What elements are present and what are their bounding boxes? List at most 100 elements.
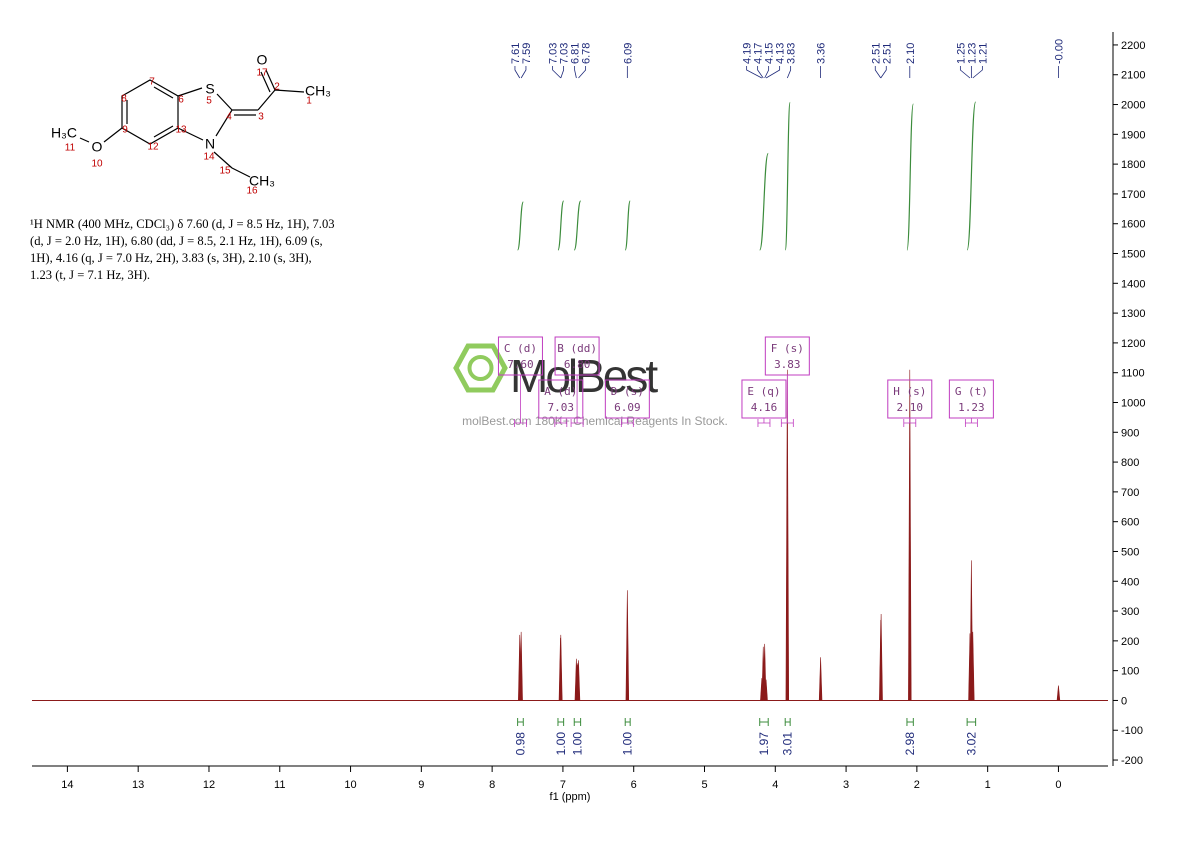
multiplet-shift: 7.60 [507,358,534,371]
y-tick-label: 800 [1121,457,1139,469]
integral-bracket [759,718,769,726]
x-tick-label: 1 [985,779,991,791]
peak-label: 2.51 [870,43,882,64]
multiplet-shift: 6.09 [614,401,641,414]
peak-label: 7.03 [548,43,560,64]
peak [971,631,975,701]
peak-connector [959,66,971,79]
peak-label: 6.81 [570,43,582,64]
peak-label: 1.25 [955,43,967,64]
peak-label: 7.61 [510,43,522,64]
bond [79,69,305,178]
atom: N [205,136,215,152]
atom: CH₃ [305,83,331,99]
integral-label: 1.00 [554,732,568,756]
x-tick-label: 14 [61,779,73,791]
y-tick-label: 0 [1121,695,1127,707]
multiplet-shift: 7.03 [548,401,575,414]
atom-number: 11 [65,143,76,154]
peak-label: 7.03 [559,43,571,64]
atom: O [257,52,268,68]
x-tick-label: 7 [560,779,566,791]
peak-label: 7.59 [521,43,533,64]
peak-connector [514,66,521,79]
peak-connector [764,66,770,79]
peak-connector [520,66,527,79]
x-tick-label: 13 [132,779,144,791]
atom: H₃C [51,125,77,141]
logo-text: MolBest [510,350,658,402]
peak-connector [552,66,562,79]
x-tick-label: 5 [701,779,707,791]
multiplet-shift: 2.10 [897,401,924,414]
atom-number: 9 [122,125,128,136]
peak-connector [578,66,587,79]
multiplet-shift: 3.83 [774,358,801,371]
x-axis-label: f1 (ppm) [550,791,591,803]
integral-bracket [573,718,582,726]
peak [764,679,768,701]
y-tick-label: 900 [1121,427,1139,439]
integral-curve [557,200,565,251]
x-tick-label: 6 [631,779,637,791]
integral-curve [906,103,914,251]
atom: CH₃ [249,173,275,189]
multiplet-name: D (s) [611,385,644,398]
multiplet-name: A (d) [544,385,577,398]
integral-label: 2.98 [903,732,917,756]
peak-label: 4.17 [753,43,765,64]
y-tick-label: 1000 [1121,397,1145,409]
multiplet-bracket [964,418,978,427]
multiplet-name: F (s) [771,342,804,355]
atom-number: 10 [91,159,103,170]
multiplet-name: B (dd) [557,342,597,355]
y-tick-label: 200 [1121,636,1139,648]
y-tick-label: -100 [1121,725,1143,737]
peak-connector [746,66,763,79]
y-tick-label: 1800 [1121,159,1145,171]
atom-number: 2 [274,82,280,93]
multiplet-bracket [780,375,794,427]
y-tick-label: 400 [1121,576,1139,588]
multiplet-bracket [570,375,584,427]
nmr-description: ¹H NMR (400 MHz, CDCl₃) δ 7.60 (d, J = 8… [30,217,335,282]
y-tick-label: 300 [1121,606,1139,618]
integral-curve [517,201,524,251]
y-tick-label: 600 [1121,517,1139,529]
atom-number: 8 [121,94,127,105]
watermark: MolBest molBest.com 180K+ Chemical Reage… [453,343,728,428]
peak-connector [880,66,887,79]
peak-connector [874,66,882,79]
y-tick-label: 1400 [1121,278,1145,290]
atom-number: 4 [226,112,232,123]
peak-connector [765,66,781,79]
atom-number: 7 [149,77,155,88]
x-tick-label: 4 [772,779,778,791]
y-tick-label: 700 [1121,487,1139,499]
integral-label: 3.02 [964,732,978,756]
y-tick-label: 1900 [1121,129,1145,141]
peak-connector [560,66,565,79]
peak-label: 1.21 [977,43,989,64]
peak [818,657,823,701]
peak [559,634,563,701]
peak-label: 6.78 [581,43,593,64]
y-tick-label: 1300 [1121,308,1145,320]
logo-hexagon [453,343,508,393]
peak [908,369,912,701]
integral-curve [624,200,631,251]
peak-label: 4.15 [764,43,776,64]
integral-curve [573,200,582,251]
peak-label: 3.83 [786,43,798,64]
integral-bracket [624,718,631,726]
peak [785,369,790,701]
y-tick-label: 100 [1121,666,1139,678]
y-tick-label: -200 [1121,755,1143,767]
y-tick-label: 1500 [1121,249,1145,261]
y-tick-label: 500 [1121,546,1139,558]
atom-number: 17 [256,68,268,79]
x-tick-label: 8 [489,779,495,791]
atom-number: 13 [175,125,187,136]
atom: S [205,81,214,97]
